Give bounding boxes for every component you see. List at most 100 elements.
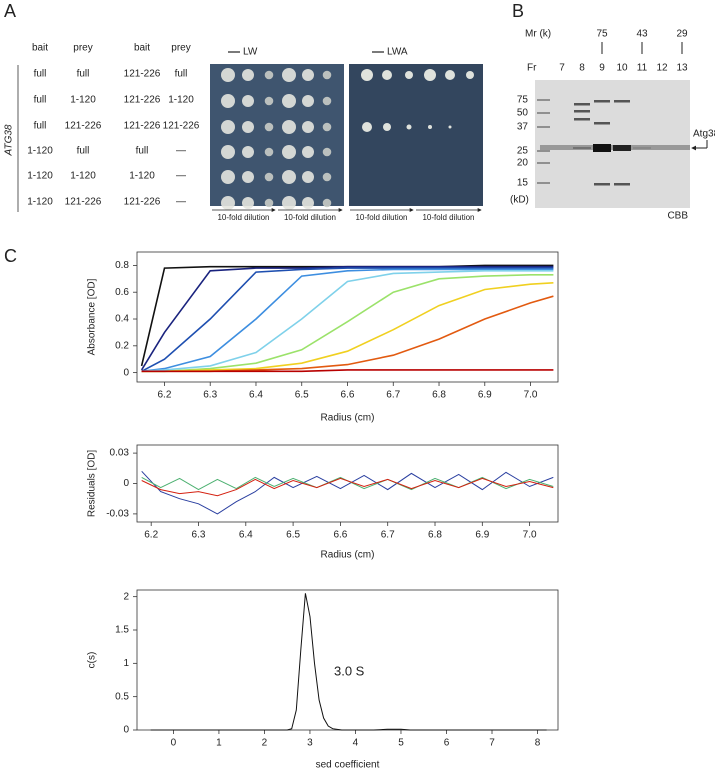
plot-frame <box>136 589 559 731</box>
x-axis-label: Radius (cm) <box>321 413 375 424</box>
colony <box>302 197 314 209</box>
data-line <box>141 267 554 373</box>
band <box>574 103 590 106</box>
mr-marker: 29 <box>676 29 688 40</box>
x-tick-label: 4 <box>353 738 359 749</box>
x-tick-label: 6.4 <box>239 530 253 541</box>
mr-marker: 43 <box>636 29 648 40</box>
colony <box>406 124 412 130</box>
y-tick-label: -0.03 <box>106 509 129 520</box>
ladder-label: 50 <box>517 108 529 119</box>
band <box>574 118 590 121</box>
x-tick-label: 6.4 <box>249 390 263 401</box>
data-line <box>150 593 547 731</box>
colony <box>322 198 332 208</box>
x-tick-label: 6.2 <box>158 390 172 401</box>
fraction-number: 12 <box>656 63 668 74</box>
table-cell: 121-226 <box>163 121 200 132</box>
table-cell: 121-226 <box>124 121 161 132</box>
x-tick-label: 6.2 <box>144 530 158 541</box>
y-axis-label: Residuals [OD] <box>87 450 98 517</box>
colony <box>282 170 296 184</box>
y-tick-label: 0.5 <box>115 691 129 702</box>
x-tick-label: 8 <box>535 738 541 749</box>
table-cell: 121-226 <box>124 197 161 208</box>
ladder-label: 25 <box>517 146 529 157</box>
y-tick-label: 0.6 <box>115 287 129 298</box>
colony <box>282 68 296 82</box>
table-cell: full <box>136 146 149 157</box>
colony <box>322 147 332 157</box>
column-header: bait <box>32 43 48 54</box>
y-tick-label: 0 <box>123 725 129 736</box>
colony <box>282 120 296 134</box>
x-tick-label: 6.8 <box>428 530 442 541</box>
colony <box>221 94 235 108</box>
colony <box>302 121 314 133</box>
x-tick-label: 6.6 <box>333 530 347 541</box>
y-tick-label: 1 <box>123 658 129 669</box>
x-tick-label: 6.5 <box>286 530 300 541</box>
colony <box>221 120 235 134</box>
colony <box>242 121 254 133</box>
y-tick-label: 0 <box>123 478 129 489</box>
data-line <box>141 270 554 373</box>
table-cell: 121-226 <box>65 197 102 208</box>
row-group-label: ATG38 <box>4 124 15 156</box>
fraction-number: 7 <box>559 63 565 74</box>
colony <box>264 122 274 132</box>
colony <box>322 96 332 106</box>
table-cell: full <box>77 69 90 80</box>
x-tick-label: 5 <box>398 738 404 749</box>
band <box>594 183 610 186</box>
band <box>593 144 611 152</box>
ladder-label: 37 <box>517 122 529 133</box>
table-cell: 1-120 <box>27 146 53 157</box>
table-cell: full <box>34 95 47 106</box>
table-cell: full <box>77 146 90 157</box>
colony <box>242 146 254 158</box>
table-cell: 121-226 <box>124 95 161 106</box>
table-cell: 121-226 <box>124 69 161 80</box>
table-cell: — <box>176 171 186 182</box>
colony <box>282 94 296 108</box>
colony <box>382 70 392 80</box>
table-cell: full <box>34 121 47 132</box>
band <box>574 110 590 113</box>
x-tick-label: 7.0 <box>523 530 537 541</box>
colony <box>405 71 413 79</box>
colony <box>264 172 274 182</box>
colony <box>466 71 474 79</box>
x-tick-label: 6.3 <box>203 390 217 401</box>
table-cell: — <box>176 146 186 157</box>
data-line <box>140 265 554 371</box>
annotation: 3.0 S <box>334 663 365 678</box>
colony <box>302 146 314 158</box>
y-axis-label: Absorbance [OD] <box>87 278 98 355</box>
ladder-label: 15 <box>517 178 529 189</box>
panel-label: C <box>4 246 17 266</box>
ladder-label: 20 <box>517 158 529 169</box>
table-cell: 1-120 <box>27 197 53 208</box>
data-line <box>141 282 554 373</box>
plate-label: LW <box>243 47 258 58</box>
colony <box>242 171 254 183</box>
x-tick-label: 6.5 <box>295 390 309 401</box>
data-line <box>141 476 554 491</box>
y-tick-label: 2 <box>123 591 129 602</box>
y-tick-label: 0.8 <box>115 260 129 271</box>
mr-label: Mr (k) <box>525 29 551 40</box>
colony <box>242 69 254 81</box>
x-tick-label: 6.7 <box>381 530 395 541</box>
colony <box>221 170 235 184</box>
colony <box>302 69 314 81</box>
table-cell: full <box>34 69 47 80</box>
x-tick-label: 2 <box>262 738 268 749</box>
colony <box>221 145 235 159</box>
table-cell: 1-120 <box>129 171 155 182</box>
x-axis-label: Radius (cm) <box>321 550 375 561</box>
x-tick-label: 0 <box>171 738 177 749</box>
y-tick-label: 0.4 <box>115 314 129 325</box>
colony <box>221 196 235 210</box>
